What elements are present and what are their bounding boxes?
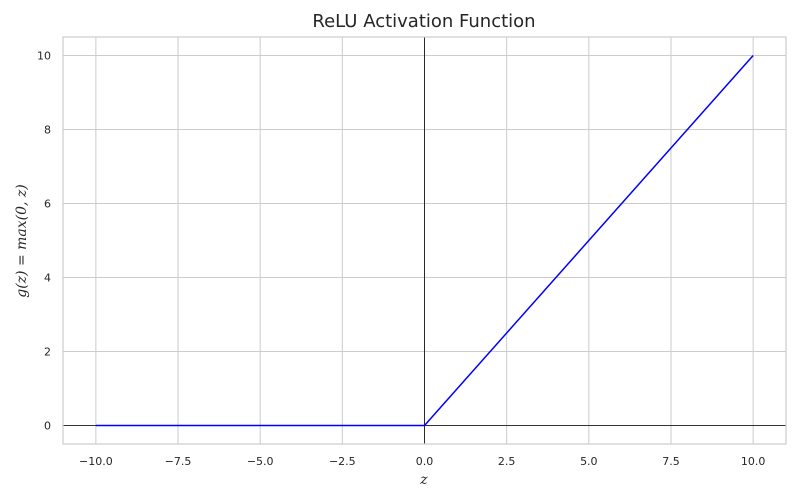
y-tick-label: 6 <box>44 198 51 211</box>
x-tick-label: 5.0 <box>580 455 598 468</box>
x-tick-label: −5.0 <box>247 455 274 468</box>
y-tick-label: 8 <box>44 124 51 137</box>
y-tick-labels: 0 2 4 6 8 10 <box>37 50 51 433</box>
x-tick-label: −10.0 <box>79 455 113 468</box>
x-tick-label: 7.5 <box>662 455 680 468</box>
x-axis-label: z <box>419 472 428 488</box>
x-tick-label: −7.5 <box>165 455 192 468</box>
y-tick-label: 4 <box>44 272 51 285</box>
x-tick-label: 2.5 <box>498 455 516 468</box>
series-layer <box>95 55 754 427</box>
y-tick-label: 2 <box>44 346 51 359</box>
reference-lines <box>63 37 786 444</box>
y-tick-label: 0 <box>44 420 51 433</box>
chart-title: ReLU Activation Function <box>312 11 535 32</box>
plot-frame <box>62 36 787 445</box>
y-tick-label: 10 <box>37 50 51 63</box>
x-tick-label: 0.0 <box>416 455 434 468</box>
x-tick-labels: −10.0 −7.5 −5.0 −2.5 0.0 2.5 5.0 7.5 10.0 <box>79 455 765 468</box>
x-tick-label: −2.5 <box>329 455 356 468</box>
relu-line <box>95 55 754 427</box>
y-axis-label: g(z) = max(0, z) <box>14 184 30 298</box>
x-tick-label: 10.0 <box>741 455 766 468</box>
